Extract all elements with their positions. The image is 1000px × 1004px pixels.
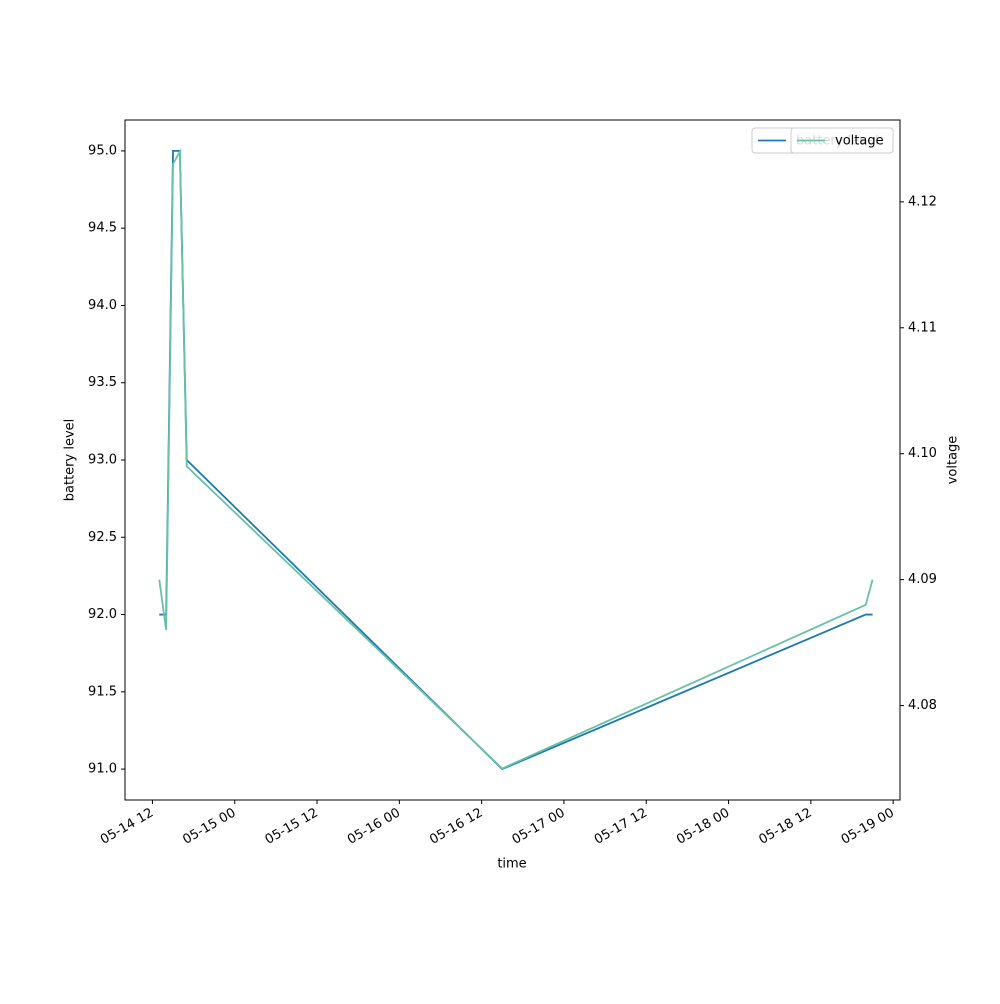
y-tick-label: 95.0 — [88, 143, 117, 158]
y-tick-label: 94.0 — [88, 298, 117, 313]
x-tick-label: 05-17 12 — [592, 806, 650, 848]
y2-tick-label: 4.12 — [908, 194, 937, 209]
x-tick-label: 05-18 00 — [674, 806, 732, 848]
series-line — [159, 150, 873, 771]
y2-tick-label: 4.10 — [908, 446, 937, 461]
y-tick-label: 94.5 — [88, 221, 117, 236]
y-axis-label: battery level — [63, 419, 78, 502]
x-tick-label: 05-16 00 — [345, 806, 403, 848]
legend-label: voltage — [835, 134, 884, 149]
y-tick-label: 92.5 — [88, 530, 117, 545]
x-tick-label: 05-15 12 — [263, 806, 321, 848]
y-tick-label: 91.0 — [88, 762, 117, 777]
x-tick-label: 05-16 12 — [427, 806, 485, 848]
x-tick-label: 05-15 00 — [180, 806, 238, 848]
y-tick-label: 92.0 — [88, 607, 117, 622]
plot-frame — [124, 119, 901, 801]
x-tick-label: 05-18 12 — [756, 806, 814, 848]
y2-axis-label: voltage — [946, 436, 961, 485]
y-tick-label: 93.0 — [88, 453, 117, 468]
series-line — [158, 148, 874, 770]
y2-tick-label: 4.11 — [908, 320, 937, 335]
y2-tick-label: 4.09 — [908, 572, 937, 587]
x-tick-label: 05-14 12 — [98, 806, 156, 848]
x-tick-label: 05-17 00 — [510, 806, 568, 848]
legend-box — [790, 127, 894, 154]
y2-tick-label: 4.08 — [908, 698, 937, 713]
x-tick-label: 05-19 00 — [839, 806, 897, 848]
x-axis-label: time — [497, 857, 526, 872]
y-tick-label: 93.5 — [88, 375, 117, 390]
y-tick-label: 91.5 — [88, 684, 117, 699]
